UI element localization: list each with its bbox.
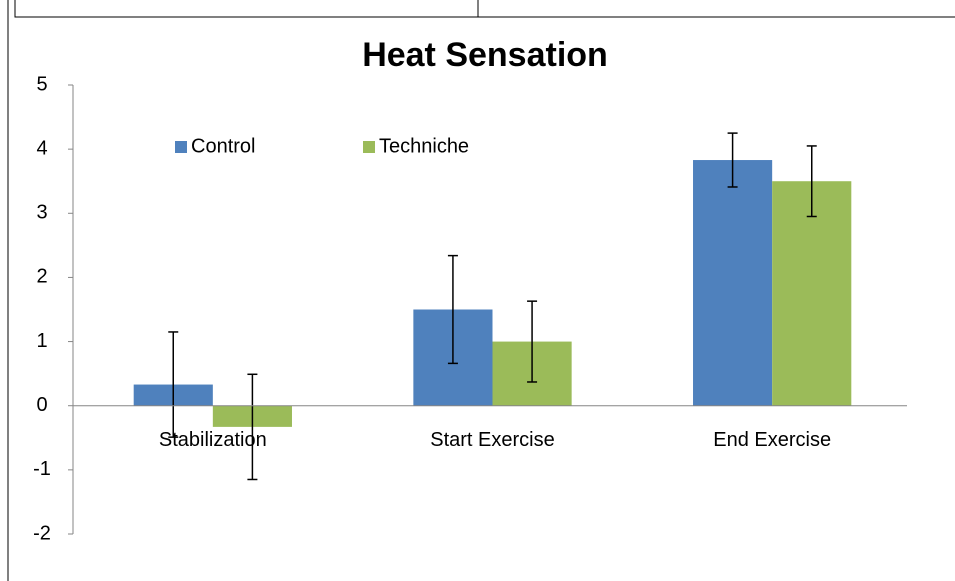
y-tick-label: 4	[36, 137, 47, 159]
legend-label: Control	[191, 135, 255, 157]
legend-swatch	[363, 141, 375, 153]
legend-label: Techniche	[379, 135, 469, 157]
y-tick-label: -2	[33, 522, 51, 544]
x-tick-label: Start Exercise	[430, 429, 554, 451]
x-tick-label: End Exercise	[713, 429, 831, 451]
bar	[772, 181, 852, 406]
legend-swatch	[175, 141, 187, 153]
y-tick-label: 3	[36, 202, 47, 224]
y-tick-label: 5	[36, 73, 47, 95]
bar	[693, 160, 773, 406]
y-tick-label: 0	[36, 394, 47, 416]
y-tick-label: 1	[36, 330, 47, 352]
table-cell	[14, 0, 479, 18]
y-tick-label: -1	[33, 458, 51, 480]
y-tick-label: 2	[36, 266, 47, 288]
x-tick-label: Stabilization	[159, 429, 267, 451]
chart-title: Heat Sensation	[362, 36, 608, 74]
